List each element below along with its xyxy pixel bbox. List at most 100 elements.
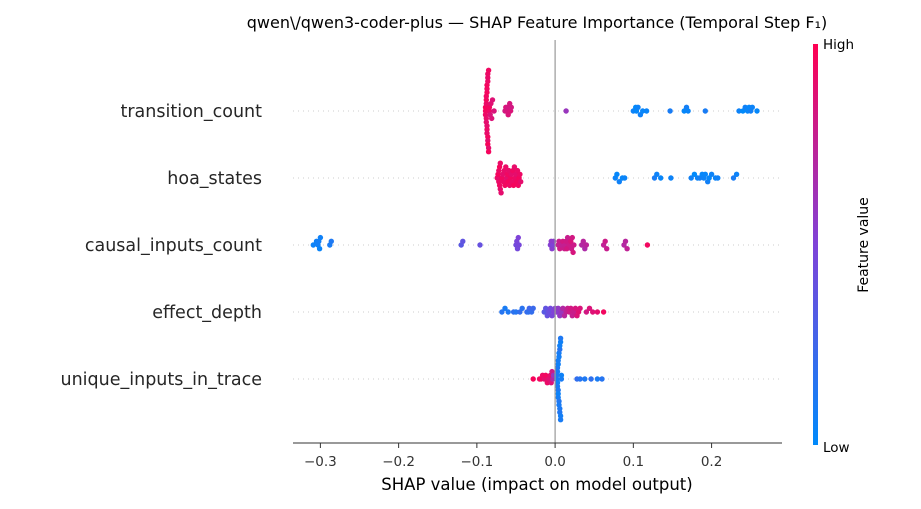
shap-point bbox=[622, 238, 629, 244]
shap-point bbox=[555, 387, 561, 393]
shap-point bbox=[502, 182, 508, 189]
shap-point bbox=[510, 182, 517, 189]
shap-point bbox=[555, 305, 561, 311]
shap-point bbox=[484, 86, 490, 92]
shap-point bbox=[600, 309, 607, 315]
shap-point bbox=[556, 398, 562, 404]
shap-point bbox=[485, 137, 491, 144]
x-tick-label: 0.0 bbox=[544, 454, 565, 470]
shap-point bbox=[557, 346, 563, 353]
shap-point bbox=[560, 305, 566, 311]
colorbar-low-label: Low bbox=[823, 440, 850, 456]
shap-point bbox=[502, 305, 508, 311]
shap-point bbox=[505, 309, 511, 315]
shap-point bbox=[328, 238, 334, 244]
shap-point bbox=[564, 234, 571, 241]
x-axis-label: SHAP value (impact on model output) bbox=[381, 475, 692, 494]
shap-point bbox=[557, 417, 564, 423]
shap-point bbox=[511, 164, 518, 170]
shap-point bbox=[624, 246, 630, 252]
shap-point bbox=[554, 380, 561, 386]
shap-point bbox=[555, 391, 561, 397]
x-tick-label: 0.1 bbox=[623, 454, 644, 470]
shap-point bbox=[530, 376, 536, 382]
shap-point bbox=[489, 97, 496, 103]
shap-point bbox=[543, 372, 549, 378]
shap-point bbox=[583, 242, 590, 248]
shap-point bbox=[482, 108, 489, 114]
shap-point bbox=[570, 249, 576, 256]
shap-point bbox=[484, 123, 490, 129]
shap-point bbox=[577, 305, 583, 311]
shap-point bbox=[583, 309, 590, 315]
shap-point bbox=[654, 171, 660, 177]
shap-point bbox=[604, 246, 610, 252]
shap-point bbox=[554, 368, 561, 375]
x-tick-label: −0.3 bbox=[304, 454, 337, 470]
shap-point bbox=[590, 309, 596, 315]
shap-point bbox=[485, 78, 491, 85]
shap-point bbox=[569, 234, 575, 241]
shap-point bbox=[749, 104, 755, 111]
shap-point bbox=[730, 175, 737, 181]
shap-point bbox=[577, 376, 583, 382]
shap-point bbox=[317, 234, 324, 241]
shap-point bbox=[563, 108, 569, 114]
shap-point bbox=[616, 179, 622, 185]
shap-point bbox=[489, 115, 495, 122]
shap-point bbox=[530, 305, 536, 311]
shap-point bbox=[622, 175, 628, 181]
shap-point bbox=[708, 171, 715, 177]
shap-point bbox=[614, 171, 620, 177]
shap-point bbox=[557, 339, 564, 345]
shap-point bbox=[477, 242, 483, 248]
x-tick-label: −0.1 bbox=[460, 454, 493, 470]
shap-point bbox=[568, 305, 574, 311]
shap-point bbox=[599, 376, 605, 382]
shap-point bbox=[558, 376, 565, 382]
colorbar-high-label: High bbox=[823, 37, 854, 53]
x-tick-label: 0.2 bbox=[701, 454, 722, 470]
shap-point bbox=[310, 242, 316, 248]
shap-point bbox=[658, 175, 664, 181]
shap-point bbox=[485, 134, 491, 140]
shap-point bbox=[586, 305, 593, 311]
feature-labels: transition_count hoa_states causal_inputs_… bbox=[60, 102, 262, 390]
shap-point bbox=[602, 238, 608, 244]
shap-point bbox=[691, 171, 698, 177]
shap-point bbox=[498, 190, 504, 196]
shap-point bbox=[483, 97, 489, 103]
shap-point bbox=[702, 171, 708, 177]
shap-point bbox=[668, 175, 674, 181]
shap-point bbox=[640, 108, 646, 114]
x-axis-ticks: −0.3 −0.2 −0.1 0.0 0.1 0.2 bbox=[304, 443, 722, 470]
shap-point bbox=[543, 305, 549, 311]
shap-point bbox=[485, 149, 492, 155]
feature-label: causal_inputs_count bbox=[85, 236, 262, 256]
shap-point bbox=[635, 104, 641, 111]
shap-point bbox=[733, 171, 740, 177]
feature-label: hoa_states bbox=[167, 169, 262, 189]
shap-point bbox=[503, 164, 509, 170]
shap-point bbox=[491, 108, 497, 114]
shap-point bbox=[519, 305, 525, 311]
feature-gridlines bbox=[293, 110, 782, 380]
shap-point bbox=[556, 354, 562, 360]
shap-point bbox=[485, 145, 492, 151]
shap-point bbox=[582, 376, 588, 382]
shap-point bbox=[754, 108, 760, 114]
shap-point bbox=[513, 309, 519, 315]
shap-point bbox=[485, 75, 491, 81]
shap-point bbox=[715, 175, 721, 181]
shap-point bbox=[580, 238, 586, 244]
shap-point bbox=[588, 376, 594, 382]
shap-point bbox=[644, 242, 651, 248]
chart-title: qwen\/qwen3-coder-plus — SHAP Feature Im… bbox=[247, 13, 828, 32]
shap-point bbox=[515, 234, 521, 241]
shap-point bbox=[547, 305, 554, 311]
shap-point bbox=[484, 126, 490, 133]
shap-point bbox=[316, 246, 323, 252]
shap-point bbox=[484, 89, 490, 96]
shap-point bbox=[557, 413, 564, 419]
